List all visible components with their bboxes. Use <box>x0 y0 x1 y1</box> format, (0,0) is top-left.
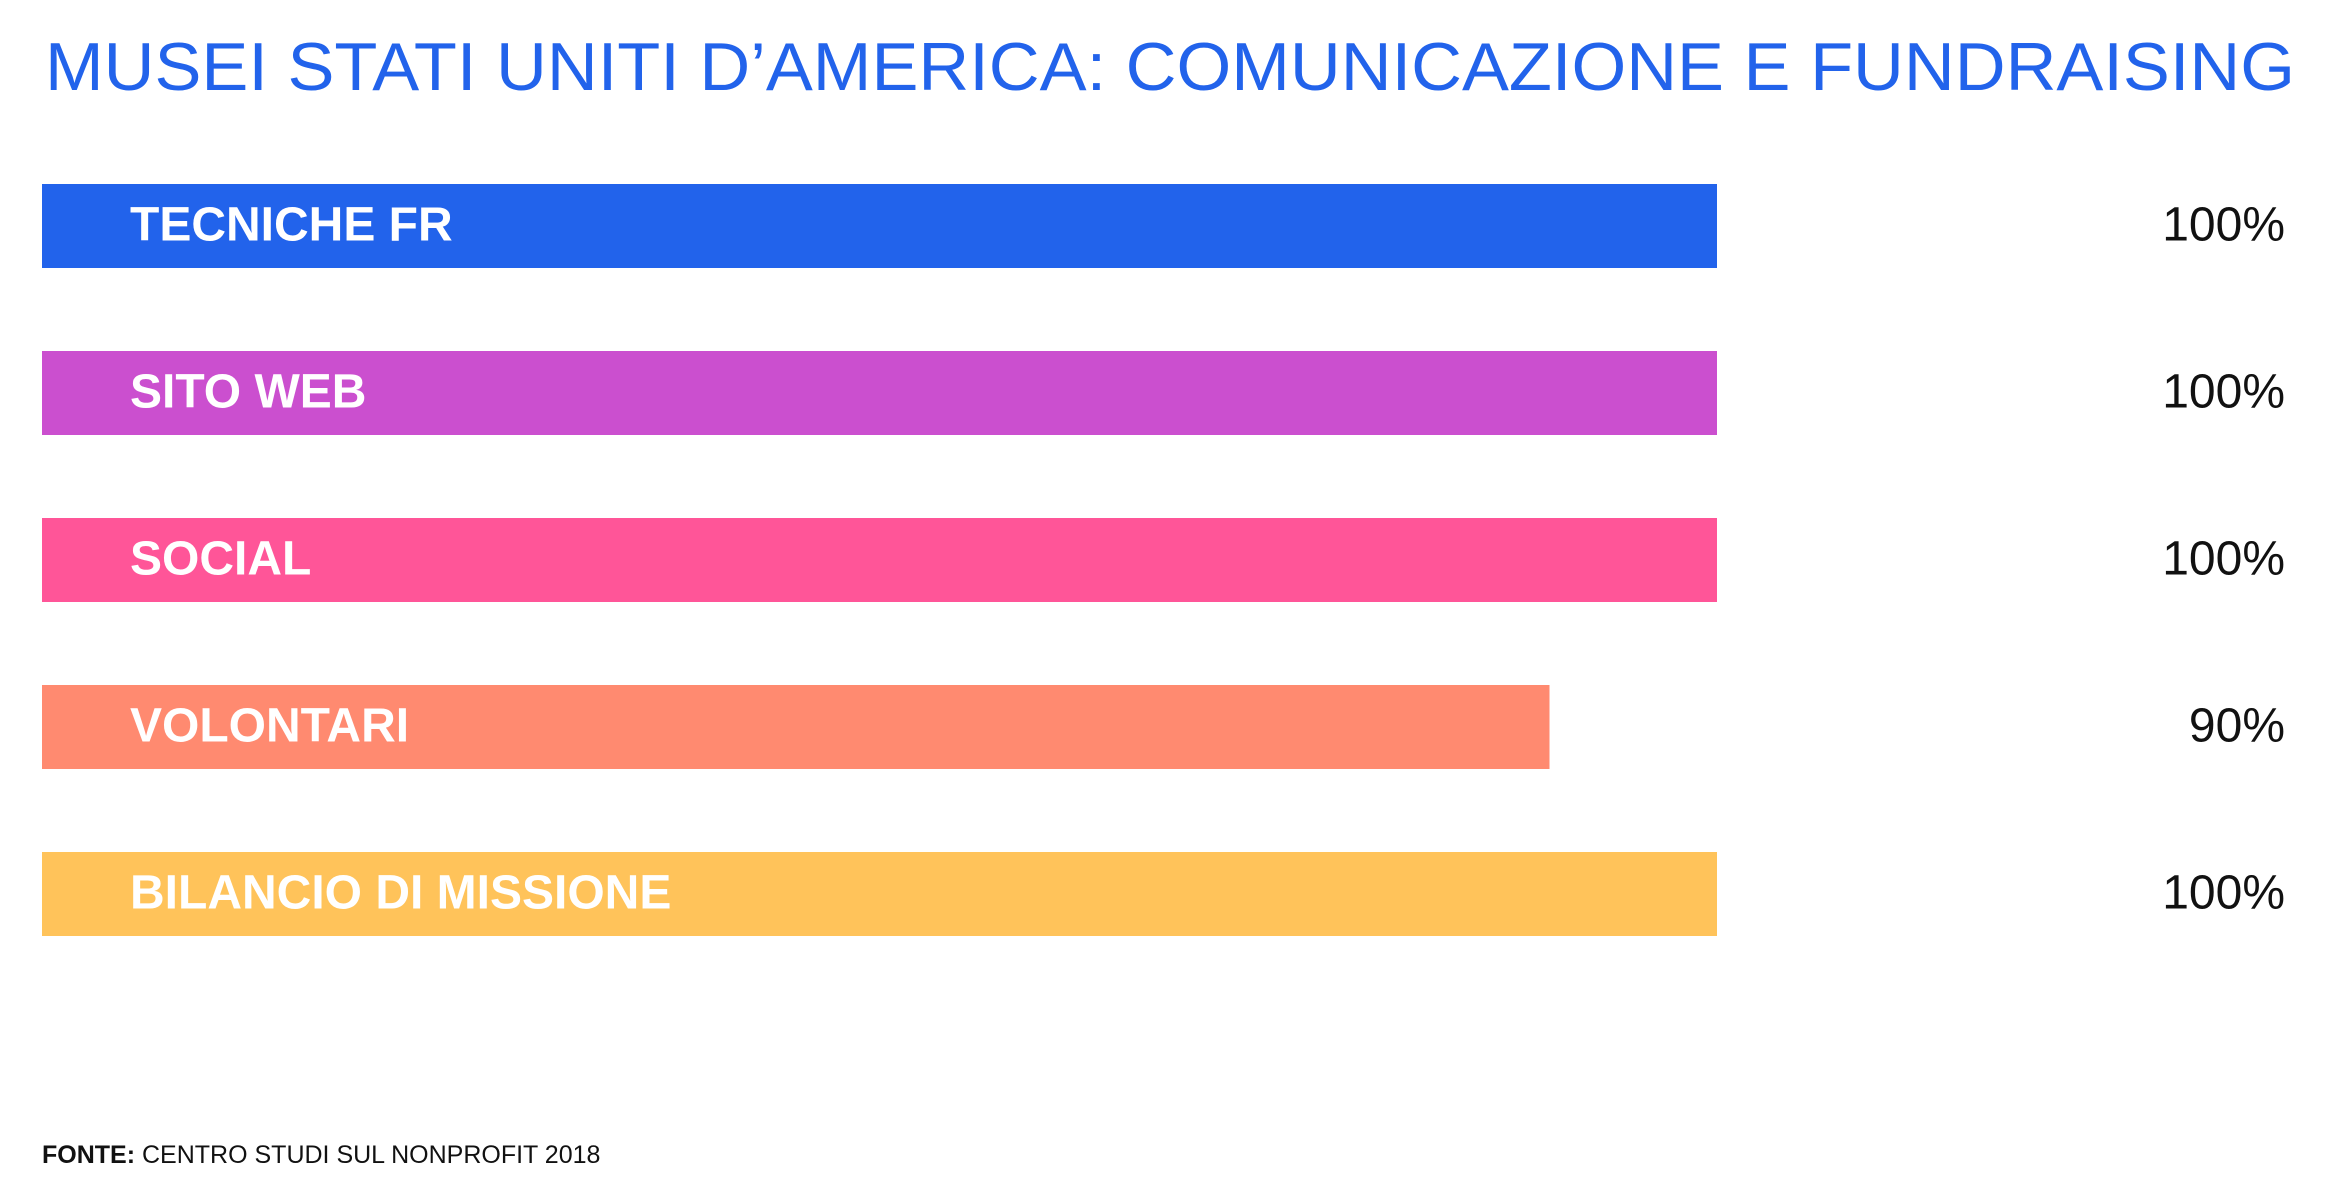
value-label: 100% <box>2162 199 2285 252</box>
category-label: VOLONTARI <box>130 700 409 753</box>
source-note: FONTE: CENTRO STUDI SUL NONPROFIT 2018 <box>42 1141 600 1169</box>
source-text: CENTRO STUDI SUL NONPROFIT 2018 <box>142 1141 600 1169</box>
value-label: 100% <box>2162 366 2285 419</box>
bar <box>42 184 1717 268</box>
value-label: 100% <box>2162 867 2285 920</box>
value-label: 100% <box>2162 533 2285 586</box>
category-label: SITO WEB <box>130 366 366 419</box>
bar <box>42 852 1717 936</box>
chart-title: MUSEI STATI UNITI D’AMERICA: COMUNICAZIO… <box>45 29 2295 105</box>
value-label: 90% <box>2189 700 2285 753</box>
bar <box>42 685 1550 769</box>
category-label: TECNICHE FR <box>130 199 453 252</box>
bar <box>42 518 1717 602</box>
category-label: BILANCIO DI MISSIONE <box>130 867 671 920</box>
source-label: FONTE: <box>42 1141 135 1169</box>
category-label: SOCIAL <box>130 533 311 586</box>
bar <box>42 351 1717 435</box>
